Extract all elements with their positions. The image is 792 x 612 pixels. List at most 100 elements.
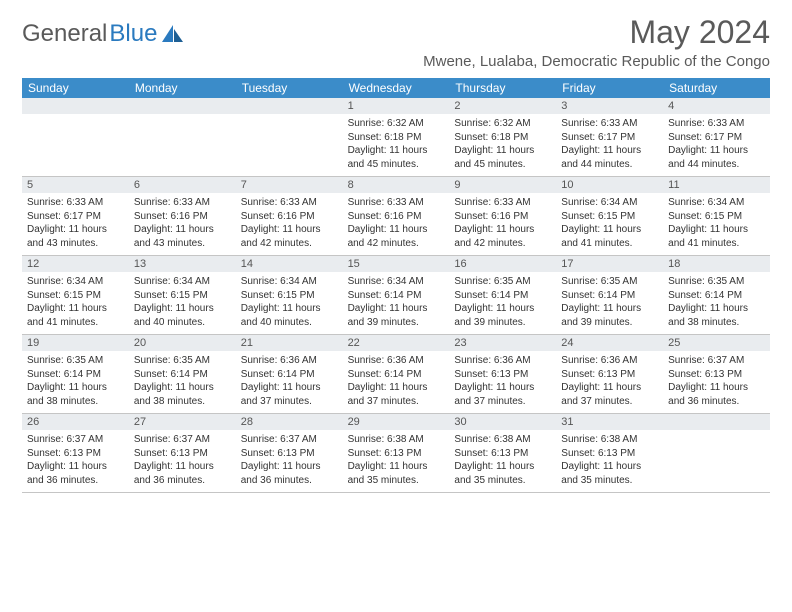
sunrise-text: Sunrise: 6:35 AM	[668, 275, 765, 289]
month-title: May 2024	[423, 14, 770, 51]
sunset-text: Sunset: 6:16 PM	[241, 210, 338, 224]
daylight-text: Daylight: 11 hours and 35 minutes.	[561, 460, 658, 487]
sunrise-text: Sunrise: 6:36 AM	[454, 354, 551, 368]
sunset-text: Sunset: 6:15 PM	[134, 289, 231, 303]
weekday-friday: Friday	[556, 78, 663, 98]
day-number: 13	[129, 256, 236, 272]
sunset-text: Sunset: 6:14 PM	[668, 289, 765, 303]
day-cell: Sunrise: 6:33 AMSunset: 6:17 PMDaylight:…	[663, 114, 770, 176]
weekday-thursday: Thursday	[449, 78, 556, 98]
day-number	[236, 98, 343, 114]
daylight-text: Daylight: 11 hours and 37 minutes.	[348, 381, 445, 408]
day-cell: Sunrise: 6:33 AMSunset: 6:17 PMDaylight:…	[22, 193, 129, 255]
sunrise-text: Sunrise: 6:33 AM	[134, 196, 231, 210]
daylight-text: Daylight: 11 hours and 36 minutes.	[668, 381, 765, 408]
week-number-row: 567891011	[22, 177, 770, 193]
day-number: 26	[22, 414, 129, 430]
day-cell: Sunrise: 6:35 AMSunset: 6:14 PMDaylight:…	[129, 351, 236, 413]
daylight-text: Daylight: 11 hours and 44 minutes.	[561, 144, 658, 171]
daylight-text: Daylight: 11 hours and 36 minutes.	[27, 460, 124, 487]
logo-text-1: General	[22, 20, 107, 48]
day-number	[129, 98, 236, 114]
sunset-text: Sunset: 6:13 PM	[561, 447, 658, 461]
sunrise-text: Sunrise: 6:35 AM	[27, 354, 124, 368]
sunset-text: Sunset: 6:13 PM	[348, 447, 445, 461]
day-cell: Sunrise: 6:37 AMSunset: 6:13 PMDaylight:…	[22, 430, 129, 492]
day-cell: Sunrise: 6:35 AMSunset: 6:14 PMDaylight:…	[22, 351, 129, 413]
sunrise-text: Sunrise: 6:35 AM	[454, 275, 551, 289]
daylight-text: Daylight: 11 hours and 38 minutes.	[134, 381, 231, 408]
day-number: 14	[236, 256, 343, 272]
day-number	[663, 414, 770, 430]
sunset-text: Sunset: 6:15 PM	[27, 289, 124, 303]
sunrise-text: Sunrise: 6:34 AM	[668, 196, 765, 210]
day-cell: Sunrise: 6:33 AMSunset: 6:16 PMDaylight:…	[449, 193, 556, 255]
sunrise-text: Sunrise: 6:33 AM	[348, 196, 445, 210]
day-cell: Sunrise: 6:34 AMSunset: 6:15 PMDaylight:…	[556, 193, 663, 255]
day-number: 27	[129, 414, 236, 430]
title-block: May 2024 Mwene, Lualaba, Democratic Repu…	[423, 14, 770, 70]
sunset-text: Sunset: 6:14 PM	[561, 289, 658, 303]
day-number: 15	[343, 256, 450, 272]
sunset-text: Sunset: 6:13 PM	[561, 368, 658, 382]
day-cell: Sunrise: 6:34 AMSunset: 6:14 PMDaylight:…	[343, 272, 450, 334]
daylight-text: Daylight: 11 hours and 41 minutes.	[668, 223, 765, 250]
weekday-wednesday: Wednesday	[343, 78, 450, 98]
day-cell: Sunrise: 6:34 AMSunset: 6:15 PMDaylight:…	[22, 272, 129, 334]
day-number: 21	[236, 335, 343, 351]
weekday-sunday: Sunday	[22, 78, 129, 98]
day-cell: Sunrise: 6:32 AMSunset: 6:18 PMDaylight:…	[343, 114, 450, 176]
sunset-text: Sunset: 6:13 PM	[668, 368, 765, 382]
sunrise-text: Sunrise: 6:33 AM	[668, 117, 765, 131]
day-number	[22, 98, 129, 114]
week-body-row: Sunrise: 6:33 AMSunset: 6:17 PMDaylight:…	[22, 193, 770, 256]
daylight-text: Daylight: 11 hours and 39 minutes.	[454, 302, 551, 329]
daylight-text: Daylight: 11 hours and 45 minutes.	[454, 144, 551, 171]
sunset-text: Sunset: 6:13 PM	[134, 447, 231, 461]
daylight-text: Daylight: 11 hours and 43 minutes.	[27, 223, 124, 250]
day-cell: Sunrise: 6:37 AMSunset: 6:13 PMDaylight:…	[663, 351, 770, 413]
daylight-text: Daylight: 11 hours and 36 minutes.	[241, 460, 338, 487]
daylight-text: Daylight: 11 hours and 37 minutes.	[454, 381, 551, 408]
week-body-row: Sunrise: 6:32 AMSunset: 6:18 PMDaylight:…	[22, 114, 770, 177]
sunrise-text: Sunrise: 6:36 AM	[561, 354, 658, 368]
sunset-text: Sunset: 6:15 PM	[668, 210, 765, 224]
week-number-row: 262728293031	[22, 414, 770, 430]
sunrise-text: Sunrise: 6:33 AM	[241, 196, 338, 210]
sunset-text: Sunset: 6:14 PM	[241, 368, 338, 382]
daylight-text: Daylight: 11 hours and 42 minutes.	[348, 223, 445, 250]
sunset-text: Sunset: 6:14 PM	[134, 368, 231, 382]
daylight-text: Daylight: 11 hours and 41 minutes.	[27, 302, 124, 329]
logo-text-2: Blue	[109, 20, 157, 48]
day-cell: Sunrise: 6:33 AMSunset: 6:16 PMDaylight:…	[343, 193, 450, 255]
sunset-text: Sunset: 6:16 PM	[134, 210, 231, 224]
sunset-text: Sunset: 6:13 PM	[454, 368, 551, 382]
day-number: 25	[663, 335, 770, 351]
day-cell: Sunrise: 6:35 AMSunset: 6:14 PMDaylight:…	[556, 272, 663, 334]
daylight-text: Daylight: 11 hours and 40 minutes.	[134, 302, 231, 329]
location-text: Mwene, Lualaba, Democratic Republic of t…	[423, 53, 770, 70]
sunset-text: Sunset: 6:15 PM	[561, 210, 658, 224]
day-number: 17	[556, 256, 663, 272]
sunrise-text: Sunrise: 6:32 AM	[348, 117, 445, 131]
daylight-text: Daylight: 11 hours and 44 minutes.	[668, 144, 765, 171]
day-cell: Sunrise: 6:35 AMSunset: 6:14 PMDaylight:…	[449, 272, 556, 334]
day-number: 30	[449, 414, 556, 430]
day-cell: Sunrise: 6:34 AMSunset: 6:15 PMDaylight:…	[663, 193, 770, 255]
week-number-row: 12131415161718	[22, 256, 770, 272]
daylight-text: Daylight: 11 hours and 40 minutes.	[241, 302, 338, 329]
day-cell	[663, 430, 770, 492]
day-cell: Sunrise: 6:37 AMSunset: 6:13 PMDaylight:…	[129, 430, 236, 492]
sunset-text: Sunset: 6:14 PM	[348, 368, 445, 382]
daylight-text: Daylight: 11 hours and 42 minutes.	[454, 223, 551, 250]
day-number: 24	[556, 335, 663, 351]
sunrise-text: Sunrise: 6:33 AM	[27, 196, 124, 210]
day-number: 28	[236, 414, 343, 430]
day-number: 29	[343, 414, 450, 430]
week-body-row: Sunrise: 6:34 AMSunset: 6:15 PMDaylight:…	[22, 272, 770, 335]
weekday-monday: Monday	[129, 78, 236, 98]
sunrise-text: Sunrise: 6:33 AM	[454, 196, 551, 210]
weeks-container: 1234Sunrise: 6:32 AMSunset: 6:18 PMDayli…	[22, 98, 770, 493]
day-number: 22	[343, 335, 450, 351]
sunrise-text: Sunrise: 6:37 AM	[668, 354, 765, 368]
